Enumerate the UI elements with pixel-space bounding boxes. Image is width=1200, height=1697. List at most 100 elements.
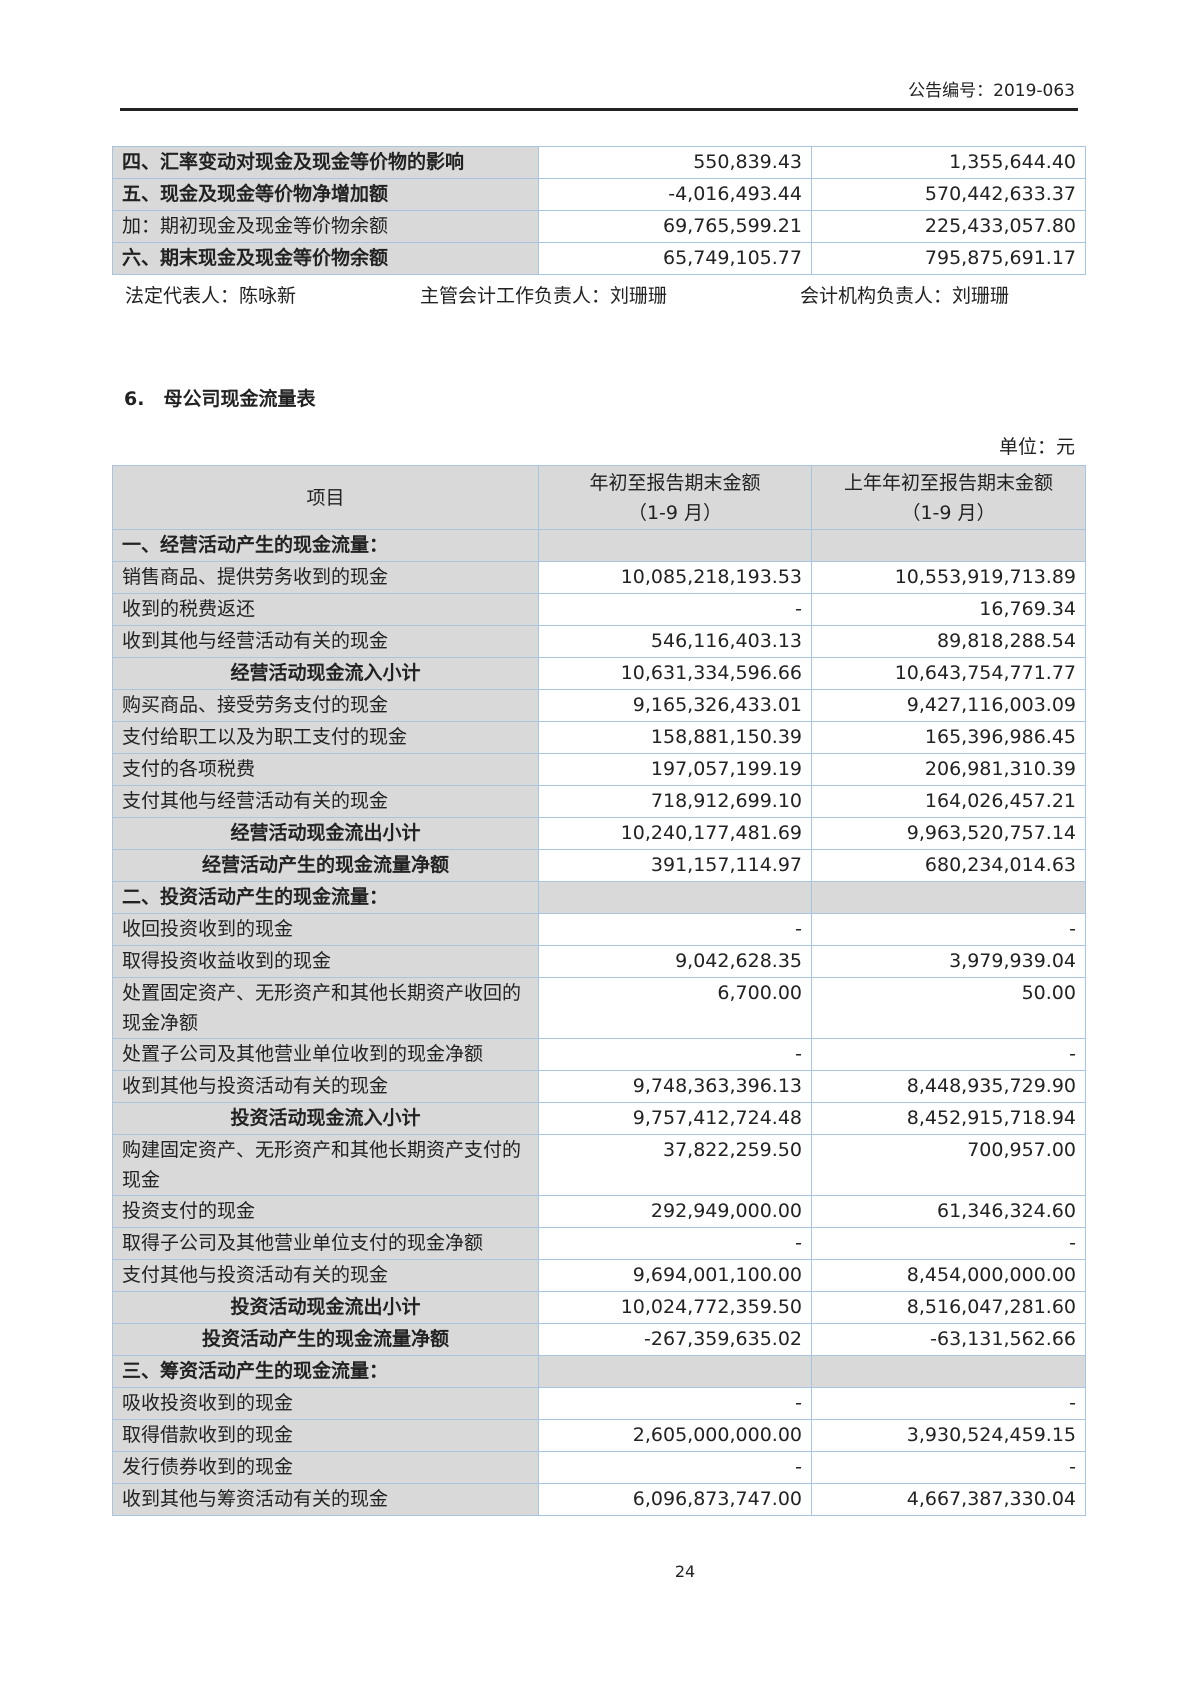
row-label: 收到其他与筹资活动有关的现金 [112,1483,539,1516]
table-row: 收到的税费返还 -16,769.34 [112,593,1086,626]
current-value: 197,057,199.19 [538,753,812,786]
table-row: 取得投资收益收到的现金 9,042,628.35 3,979,939.04 [112,945,1086,978]
table-row: 支付的各项税费 197,057,199.19 206,981,310.39 [112,753,1086,786]
current-value: 2,605,000,000.00 [538,1419,812,1452]
previous-value [811,881,1086,914]
table-row: 处置固定资产、无形资产和其他长期资产收回的现金净额 6,700.00 50.00 [112,977,1086,1039]
current-value [538,1355,812,1388]
previous-value: 16,769.34 [811,593,1086,626]
current-value [538,881,812,914]
row-label: 收到其他与投资活动有关的现金 [112,1070,539,1103]
row-label: 支付给职工以及为职工支付的现金 [112,721,539,754]
row-label: 投资支付的现金 [112,1195,539,1228]
parent-cash-flow-table: 项目 年初至报告期末金额 （1-9 月） 上年年初至报告期末金额 （1-9 月） 一… [112,465,1086,1516]
table-row: 购买商品、接受劳务支付的现金 9,165,326,433.01 9,427,116,… [112,689,1086,722]
row-label: 取得子公司及其他营业单位支付的现金净额 [112,1227,539,1260]
previous-value: 8,452,915,718.94 [811,1102,1086,1135]
table-row: 收到其他与投资活动有关的现金 9,748,363,396.13 8,448,935,… [112,1070,1086,1103]
section-row: 二、投资活动产生的现金流量： [112,881,1086,914]
current-value: 158,881,150.39 [538,721,812,754]
page-number: 24 [674,1562,696,1581]
table-row: 收回投资收到的现金 - - [112,913,1086,946]
table-row: 取得子公司及其他营业单位支付的现金净额 - - [112,1227,1086,1260]
previous-value: 3,979,939.04 [811,945,1086,978]
row-label: 经营活动现金流出小计 [112,817,539,850]
row-label: 支付其他与经营活动有关的现金 [112,785,539,818]
row-label: 一、经营活动产生的现金流量： [112,529,539,562]
header-current-line2: （1-9 月） [627,501,723,524]
current-value: 9,165,326,433.01 [538,689,812,722]
cash-summary-table: 四、汇率变动对现金及现金等价物的影响 550,839.43 1,355,644.40… [112,146,1086,275]
row-label: 经营活动产生的现金流量净额 [112,849,539,882]
announcement-number: 公告编号：2019-063 [908,81,1075,101]
previous-value: 700,957.00 [811,1134,1086,1196]
table-row: 支付其他与投资活动有关的现金 9,694,001,100.00 8,454,000,… [112,1259,1086,1292]
row-label: 购买商品、接受劳务支付的现金 [112,689,539,722]
current-value: 546,116,403.13 [538,625,812,658]
subtotal-row: 经营活动现金流入小计 10,631,334,596.66 10,643,754,77… [112,657,1086,690]
previous-value: - [811,913,1086,946]
row-label: 加：期初现金及现金等价物余额 [112,210,539,243]
current-value: 65,749,105.77 [538,242,812,275]
current-value: 6,700.00 [538,977,812,1039]
subtotal-row: 投资活动产生的现金流量净额 -267,359,635.02 -63,131,562.… [112,1323,1086,1356]
table-row: 吸收投资收到的现金 - - [112,1387,1086,1420]
row-label: 收到的税费返还 [112,593,539,626]
section-row: 三、筹资活动产生的现金流量： [112,1355,1086,1388]
previous-value: 61,346,324.60 [811,1195,1086,1228]
table-row: 购建固定资产、无形资产和其他长期资产支付的现金 37,822,259.50 700,… [112,1134,1086,1196]
section-title: 6. 母公司现金流量表 [124,388,316,410]
table-row: 销售商品、提供劳务收到的现金 10,085,218,193.53 10,553,91… [112,561,1086,594]
accounting-head: 主管会计工作负责人：刘珊珊 [420,285,668,307]
current-value: 10,024,772,359.50 [538,1291,812,1324]
row-label: 处置子公司及其他营业单位收到的现金净额 [112,1038,539,1071]
legal-representative: 法定代表人：陈咏新 [125,285,297,307]
current-value: 69,765,599.21 [538,210,812,243]
current-value: 9,694,001,100.00 [538,1259,812,1292]
row-label: 五、现金及现金等价物净增加额 [112,178,539,211]
previous-value [811,1355,1086,1388]
row-label: 购建固定资产、无形资产和其他长期资产支付的现金 [112,1134,539,1196]
header-current: 年初至报告期末金额 （1-9 月） [538,465,812,530]
row-label: 收到其他与经营活动有关的现金 [112,625,539,658]
row-label: 投资活动现金流出小计 [112,1291,539,1324]
section-row: 一、经营活动产生的现金流量： [112,529,1086,562]
header-previous: 上年年初至报告期末金额 （1-9 月） [811,465,1086,530]
row-label: 经营活动现金流入小计 [112,657,539,690]
current-value: 9,757,412,724.48 [538,1102,812,1135]
header-rule [120,108,1078,111]
previous-value: 225,433,057.80 [811,210,1086,243]
current-value: 10,631,334,596.66 [538,657,812,690]
previous-value: 9,427,116,003.09 [811,689,1086,722]
current-value: 718,912,699.10 [538,785,812,818]
previous-value: - [811,1387,1086,1420]
table-row: 五、现金及现金等价物净增加额 -4,016,493.44 570,442,633.3… [112,178,1086,211]
table-row: 支付其他与经营活动有关的现金 718,912,699.10 164,026,457.… [112,785,1086,818]
row-label: 处置固定资产、无形资产和其他长期资产收回的现金净额 [112,977,539,1039]
previous-value: 680,234,014.63 [811,849,1086,882]
unit-label: 单位：元 [998,436,1075,458]
row-label: 取得投资收益收到的现金 [112,945,539,978]
table-row: 支付给职工以及为职工支付的现金 158,881,150.39 165,396,986… [112,721,1086,754]
previous-value: 8,448,935,729.90 [811,1070,1086,1103]
previous-value: - [811,1227,1086,1260]
subtotal-row: 经营活动现金流出小计 10,240,177,481.69 9,963,520,757… [112,817,1086,850]
current-value: -4,016,493.44 [538,178,812,211]
previous-value: 165,396,986.45 [811,721,1086,754]
current-value: - [538,593,812,626]
row-label: 吸收投资收到的现金 [112,1387,539,1420]
previous-value: 89,818,288.54 [811,625,1086,658]
current-value: -267,359,635.02 [538,1323,812,1356]
header-current-line1: 年初至报告期末金额 [589,471,761,494]
current-value: 391,157,114.97 [538,849,812,882]
previous-value: 1,355,644.40 [811,146,1086,179]
table-row: 收到其他与经营活动有关的现金 546,116,403.13 89,818,288.5… [112,625,1086,658]
previous-value: - [811,1038,1086,1071]
previous-value: 164,026,457.21 [811,785,1086,818]
previous-value [811,529,1086,562]
current-value: - [538,1038,812,1071]
current-value: 6,096,873,747.00 [538,1483,812,1516]
table-row: 六、期末现金及现金等价物余额 65,749,105.77 795,875,691.1… [112,242,1086,275]
current-value: - [538,1227,812,1260]
previous-value: 3,930,524,459.15 [811,1419,1086,1452]
